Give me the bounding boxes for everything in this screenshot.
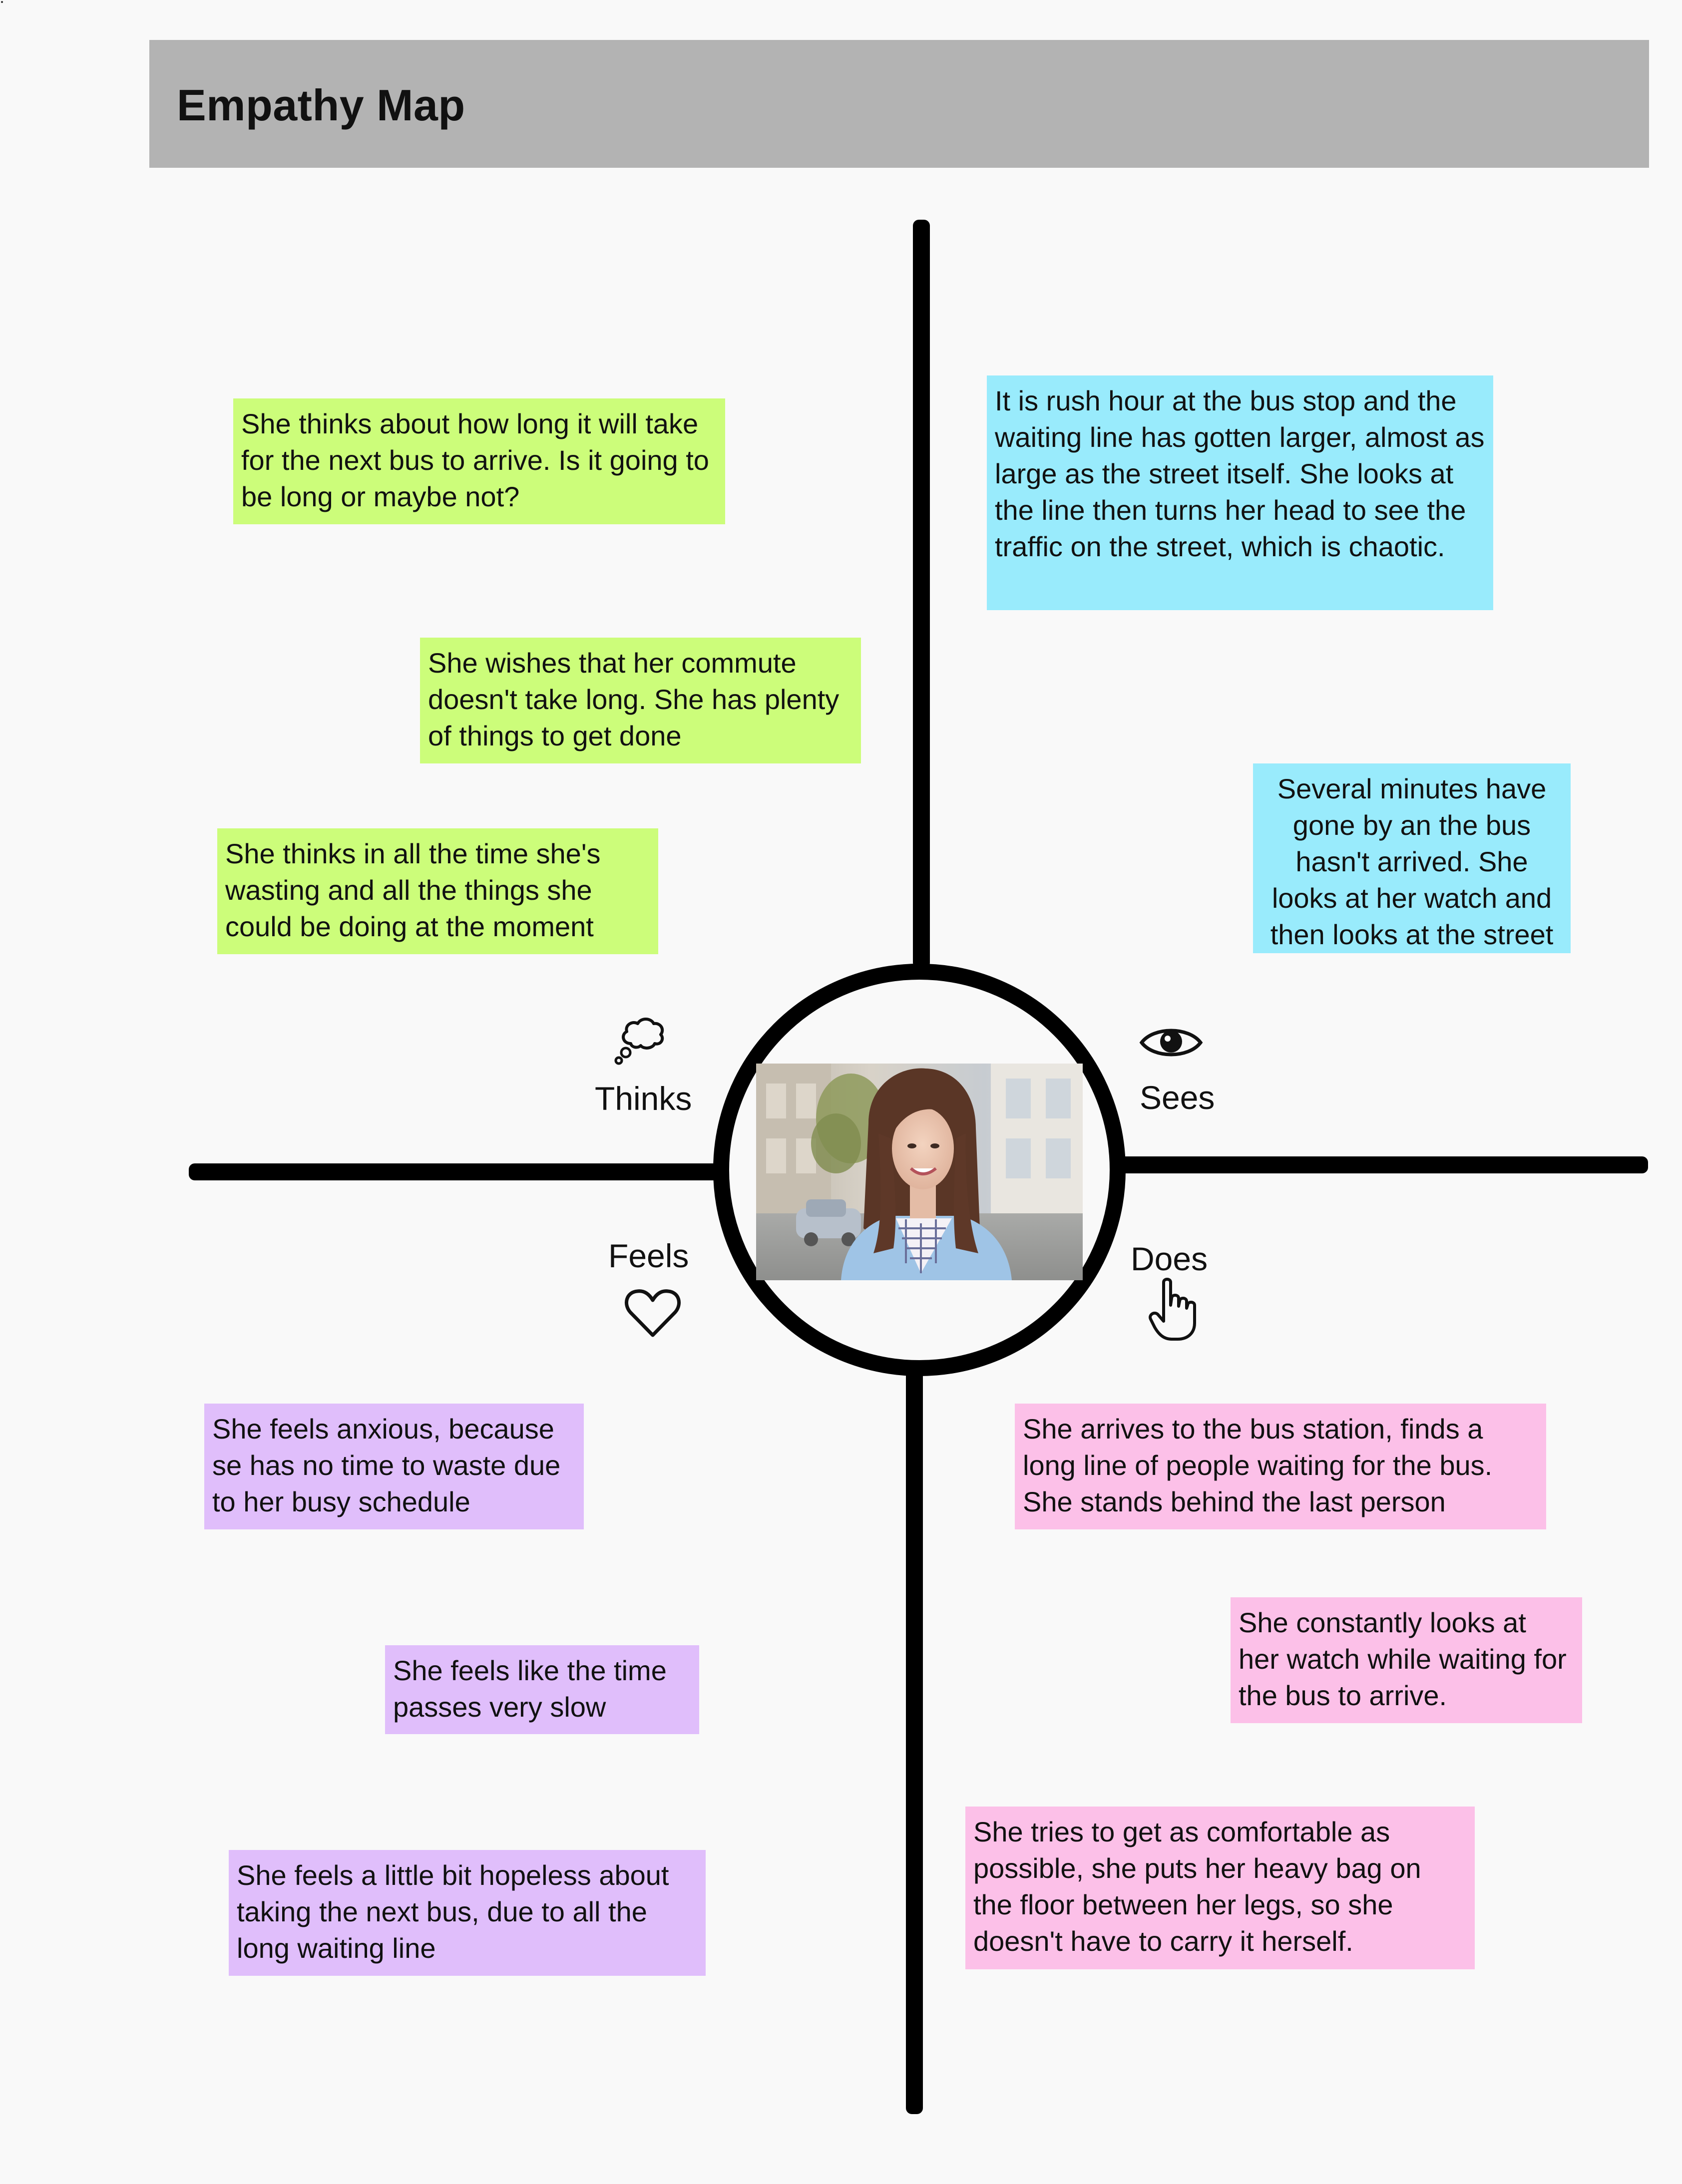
axis-top (913, 220, 930, 969)
heart-icon (623, 1287, 682, 1339)
note-feels-2: She feels like the time passes very slow (385, 1645, 699, 1734)
header-bar: Empathy Map (149, 40, 1649, 168)
note-thinks-3: She thinks in all the time she's wasting… (217, 828, 658, 954)
pointing-hand-icon (1149, 1277, 1199, 1342)
note-thinks-1: She thinks about how long it will take f… (233, 398, 725, 524)
axis-left (189, 1163, 723, 1180)
note-feels-3: She feels a little bit hopeless about ta… (229, 1850, 706, 1976)
page-title: Empathy Map (177, 80, 465, 130)
axis-right (1117, 1156, 1648, 1173)
persona-photo-illustration (756, 1064, 1083, 1280)
label-does: Does (1131, 1240, 1208, 1277)
note-thinks-2: She wishes that her commute doesn't take… (420, 638, 861, 763)
note-sees-1: It is rush hour at the bus stop and the … (987, 375, 1493, 610)
note-sees-2: Several minutes have gone by an the bus … (1253, 763, 1571, 953)
label-sees: Sees (1140, 1079, 1215, 1116)
note-does-3: She tries to get as comfortable as possi… (965, 1807, 1475, 1969)
label-thinks: Thinks (595, 1080, 692, 1117)
thought-bubble-icon (612, 1010, 672, 1070)
label-feels: Feels (608, 1237, 689, 1274)
note-does-1: She arrives to the bus station, finds a … (1015, 1404, 1546, 1529)
corner-dot (1, 1, 3, 3)
axis-bottom (906, 1368, 923, 2114)
eye-icon (1139, 1023, 1204, 1063)
note-does-2: She constantly looks at her watch while … (1231, 1597, 1582, 1723)
note-feels-1: She feels anxious, because se has no tim… (204, 1404, 584, 1529)
persona-photo (756, 1064, 1083, 1280)
